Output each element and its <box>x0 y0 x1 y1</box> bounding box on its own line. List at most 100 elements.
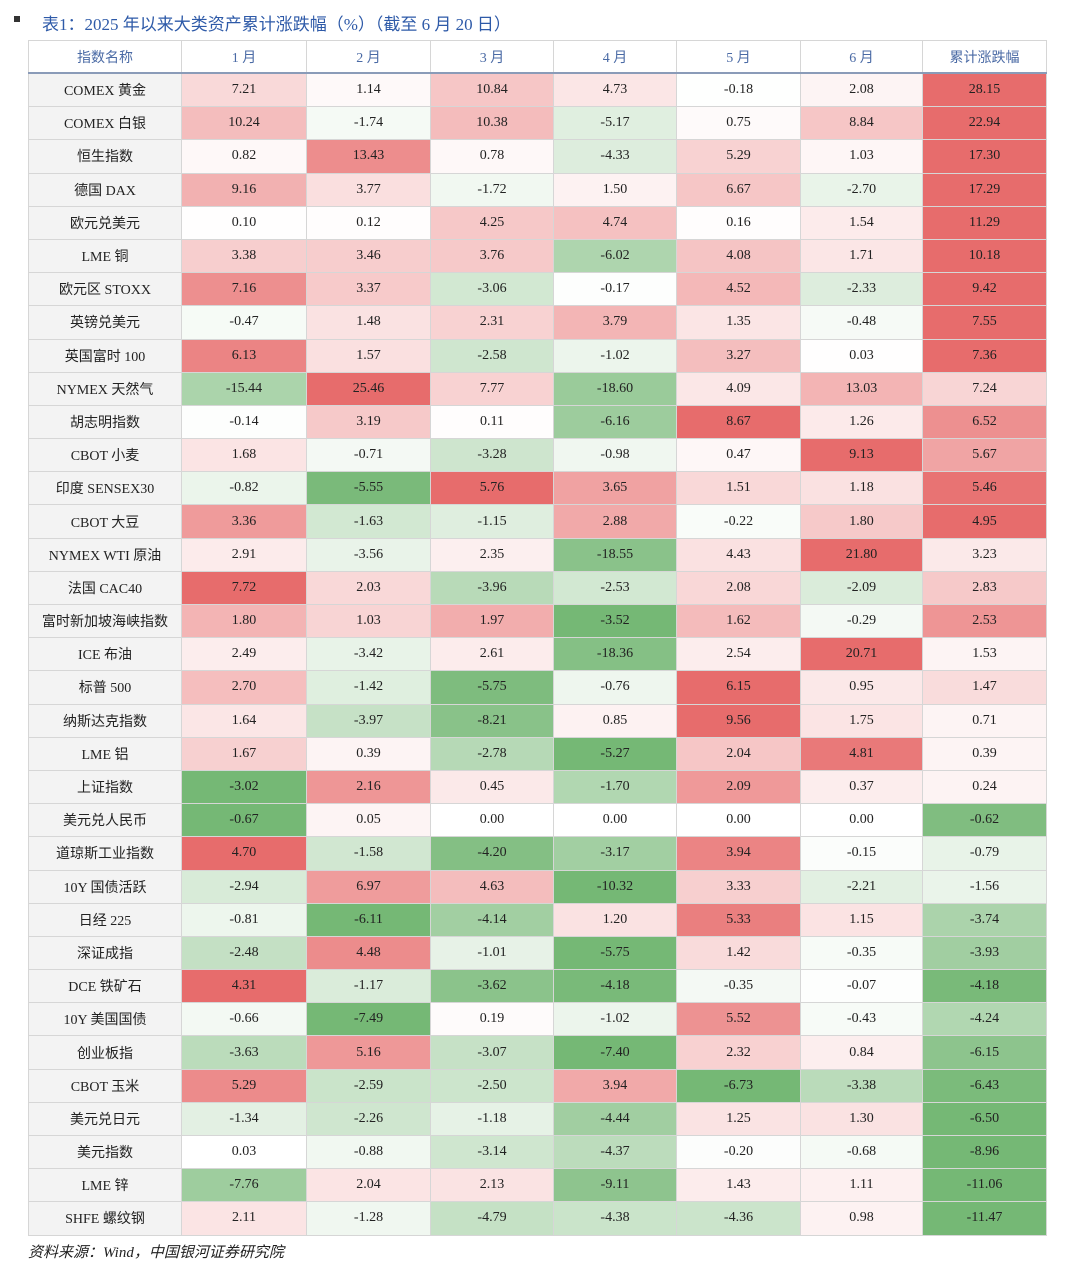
value-cell: -2.48 <box>181 935 307 971</box>
row-label: 10Y 美国国债 <box>28 1002 182 1037</box>
value-cell: 2.53 <box>922 603 1047 639</box>
value-cell: -3.14 <box>430 1134 554 1170</box>
value-cell: 1.25 <box>676 1101 801 1137</box>
value-cell: 1.35 <box>676 305 801 340</box>
row-label: CBOT 小麦 <box>28 438 182 473</box>
value-cell: -0.14 <box>181 404 307 440</box>
source-note: 资料来源：Wind，中国银河证券研究院 <box>28 1245 284 1261</box>
table-row: COMEX 白银 10.24 -1.74 10.38 -5.17 0.75 8.84 22.9… <box>28 106 1047 141</box>
table-row: 纳斯达克指数 1.64 -3.97 -8.21 0.85 9.56 1.75 0.71 <box>28 703 1047 738</box>
row-label: 胡志明指数 <box>28 404 182 440</box>
table-row: 日经 225 -0.81 -6.11 -4.14 1.20 5.33 1.15 -3.74 <box>28 902 1047 937</box>
value-cell: 2.83 <box>922 570 1047 606</box>
value-cell: 6.13 <box>181 338 307 373</box>
value-cell: -3.93 <box>922 935 1047 971</box>
value-cell: -10.32 <box>553 869 677 904</box>
row-label: CBOT 大豆 <box>28 504 182 539</box>
value-cell: -6.16 <box>553 404 677 440</box>
value-cell: 22.94 <box>922 106 1047 141</box>
value-cell: -3.56 <box>306 537 431 572</box>
table-row: LME 铝 1.67 0.39 -2.78 -5.27 2.04 4.81 0.39 <box>28 736 1047 771</box>
value-cell: -6.73 <box>676 1068 801 1103</box>
value-cell: -1.15 <box>430 504 554 539</box>
value-cell: -8.96 <box>922 1134 1047 1170</box>
value-cell: -2.26 <box>306 1101 431 1137</box>
value-cell: 0.75 <box>676 106 801 141</box>
header-cell: 累计涨跌幅 <box>922 40 1047 74</box>
value-cell: 4.48 <box>306 935 431 971</box>
value-cell: -0.17 <box>553 272 677 307</box>
value-cell: -2.21 <box>800 869 923 904</box>
table-row: 美元兑日元 -1.34 -2.26 -1.18 -4.44 1.25 1.30 -6.50 <box>28 1101 1047 1137</box>
value-cell: 9.42 <box>922 272 1047 307</box>
value-cell: 4.08 <box>676 238 801 274</box>
value-cell: 5.33 <box>676 902 801 937</box>
value-cell: -4.24 <box>922 1002 1047 1037</box>
row-label: 美元兑日元 <box>28 1101 182 1137</box>
value-cell: -1.02 <box>553 1002 677 1037</box>
value-cell: 2.03 <box>306 570 431 606</box>
value-cell: -3.07 <box>430 1035 554 1070</box>
value-cell: 1.15 <box>800 902 923 937</box>
value-cell: 6.97 <box>306 869 431 904</box>
value-cell: -5.27 <box>553 736 677 771</box>
value-cell: 2.32 <box>676 1035 801 1070</box>
value-cell: 4.25 <box>430 205 554 240</box>
value-cell: -18.60 <box>553 371 677 406</box>
value-cell: -4.79 <box>430 1201 554 1236</box>
value-cell: -7.76 <box>181 1168 307 1203</box>
value-cell: 1.75 <box>800 703 923 738</box>
value-cell: 21.80 <box>800 537 923 572</box>
value-cell: -0.43 <box>800 1002 923 1037</box>
value-cell: -0.22 <box>676 504 801 539</box>
value-cell: 2.13 <box>430 1168 554 1203</box>
table-row: 恒生指数 0.82 13.43 0.78 -4.33 5.29 1.03 17.30 <box>28 139 1047 174</box>
value-cell: -0.79 <box>922 836 1047 871</box>
value-cell: 3.33 <box>676 869 801 904</box>
value-cell: -2.70 <box>800 172 923 207</box>
value-cell: 1.53 <box>922 637 1047 672</box>
value-cell: 8.67 <box>676 404 801 440</box>
value-cell: 17.29 <box>922 172 1047 207</box>
value-cell: 0.24 <box>922 769 1047 805</box>
value-cell: -11.47 <box>922 1201 1047 1236</box>
table-row: 印度 SENSEX30 -0.82 -5.55 5.76 3.65 1.51 1.18 5.4… <box>28 471 1047 506</box>
value-cell: -0.15 <box>800 836 923 871</box>
value-cell: 20.71 <box>800 637 923 672</box>
value-cell: -18.36 <box>553 637 677 672</box>
header-cell: 4 月 <box>553 40 677 74</box>
header-cell: 5 月 <box>676 40 801 74</box>
value-cell: 0.78 <box>430 139 554 174</box>
value-cell: 4.81 <box>800 736 923 771</box>
value-cell: -0.76 <box>553 670 677 705</box>
value-cell: 1.48 <box>306 305 431 340</box>
value-cell: 3.19 <box>306 404 431 440</box>
value-cell: 0.03 <box>181 1134 307 1170</box>
value-cell: -4.36 <box>676 1201 801 1236</box>
value-cell: 5.29 <box>181 1068 307 1103</box>
value-cell: 3.76 <box>430 238 554 274</box>
row-label: 纳斯达克指数 <box>28 703 182 738</box>
row-label: 美元兑人民币 <box>28 803 182 838</box>
row-label: 印度 SENSEX30 <box>28 471 182 506</box>
value-cell: -0.29 <box>800 603 923 639</box>
value-cell: 0.47 <box>676 438 801 473</box>
value-cell: 2.61 <box>430 637 554 672</box>
value-cell: -4.33 <box>553 139 677 174</box>
value-cell: -18.55 <box>553 537 677 572</box>
value-cell: -11.06 <box>922 1168 1047 1203</box>
table-row: 道琼斯工业指数 4.70 -1.58 -4.20 -3.17 3.94 -0.15 -0.79 <box>28 836 1047 871</box>
value-cell: 1.18 <box>800 471 923 506</box>
value-cell: 6.52 <box>922 404 1047 440</box>
value-cell: 2.70 <box>181 670 307 705</box>
value-cell: 1.97 <box>430 603 554 639</box>
value-cell: 1.57 <box>306 338 431 373</box>
value-cell: -1.34 <box>181 1101 307 1137</box>
row-label: ICE 布油 <box>28 637 182 672</box>
value-cell: 0.84 <box>800 1035 923 1070</box>
value-cell: -7.49 <box>306 1002 431 1037</box>
value-cell: -0.71 <box>306 438 431 473</box>
value-cell: -1.63 <box>306 504 431 539</box>
